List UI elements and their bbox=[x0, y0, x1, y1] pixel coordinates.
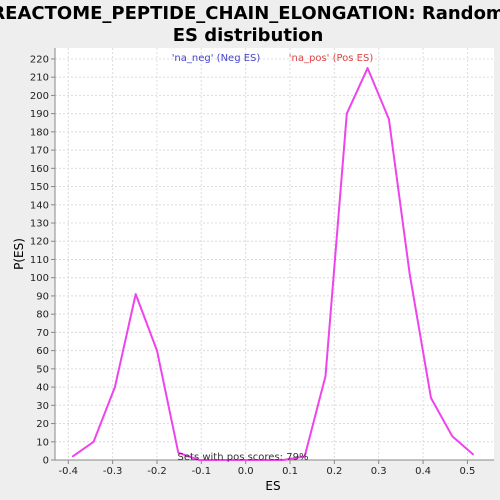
data-point bbox=[430, 397, 432, 399]
x-tick-label: 0.5 bbox=[459, 466, 475, 477]
y-tick-label: 220 bbox=[30, 54, 49, 65]
es-distribution-line bbox=[72, 67, 474, 461]
y-tick-label: 140 bbox=[30, 200, 49, 211]
data-point bbox=[240, 459, 243, 461]
y-tick-label: 120 bbox=[30, 237, 49, 248]
x-tick-label: -0.2 bbox=[147, 466, 167, 477]
y-tick-label: 160 bbox=[30, 164, 49, 175]
y-tick-label: 200 bbox=[30, 91, 49, 102]
y-axis-ticks: 0 10 20 30 40 50 60 70 80 90 100 110 120 130 140 150 160… bbox=[30, 54, 55, 467]
data-point bbox=[134, 293, 137, 295]
data-point bbox=[472, 453, 474, 456]
y-tick-label: 40 bbox=[36, 383, 49, 394]
data-point bbox=[71, 455, 74, 458]
y-tick-label: 110 bbox=[30, 255, 49, 266]
y-tick-label: 10 bbox=[36, 437, 49, 448]
x-axis-ticks: -0.4 -0.3 -0.2 -0.1 0.0 0.1 0.2 0.3 0.4 0.5 bbox=[59, 460, 475, 477]
data-point bbox=[388, 118, 390, 120]
x-tick-label: 0.4 bbox=[415, 466, 431, 477]
y-tick-label: 180 bbox=[30, 127, 49, 138]
y-tick-label: 80 bbox=[36, 310, 49, 321]
data-point bbox=[366, 67, 369, 69]
y-tick-label: 60 bbox=[36, 346, 49, 357]
x-tick-label: 0.1 bbox=[282, 466, 298, 477]
y-tick-label: 30 bbox=[36, 401, 49, 412]
y-tick-label: 210 bbox=[30, 73, 49, 84]
chart-title-line2: ES distribution bbox=[173, 25, 324, 46]
grid-lines bbox=[55, 48, 494, 460]
plot-area bbox=[55, 48, 494, 460]
data-point bbox=[198, 459, 200, 461]
x-tick-label: 0.0 bbox=[238, 466, 254, 477]
data-point bbox=[156, 349, 158, 352]
y-axis-label: P(ES) bbox=[12, 238, 26, 270]
data-point bbox=[282, 459, 285, 461]
y-tick-label: 130 bbox=[30, 219, 49, 230]
x-tick-label: -0.3 bbox=[103, 466, 123, 477]
y-tick-label: 50 bbox=[36, 364, 49, 375]
y-tick-label: 0 bbox=[43, 456, 49, 467]
y-tick-label: 150 bbox=[30, 182, 49, 193]
y-tick-label: 100 bbox=[30, 273, 49, 284]
x-tick-label: 0.2 bbox=[326, 466, 342, 477]
data-point bbox=[303, 455, 306, 458]
pos-score-annotation: Sets with pos scores: 79% bbox=[178, 452, 309, 463]
x-axis-label: ES bbox=[265, 479, 280, 493]
x-tick-label: -0.1 bbox=[192, 466, 212, 477]
x-tick-label: -0.4 bbox=[59, 466, 79, 477]
legend-neg-es: 'na_neg' (Neg ES) bbox=[172, 53, 261, 64]
x-tick-label: 0.3 bbox=[371, 466, 387, 477]
data-point bbox=[92, 440, 95, 443]
y-tick-label: 90 bbox=[36, 291, 49, 302]
data-point bbox=[219, 459, 221, 461]
data-point bbox=[177, 451, 180, 454]
y-tick-label: 170 bbox=[30, 146, 49, 157]
series-layer bbox=[71, 67, 474, 461]
legend-pos-es: 'na_pos' (Pos ES) bbox=[289, 53, 374, 64]
data-point bbox=[451, 435, 454, 438]
data-point bbox=[261, 459, 264, 461]
data-point bbox=[324, 375, 327, 377]
data-point bbox=[408, 273, 411, 275]
y-tick-label: 70 bbox=[36, 328, 49, 339]
y-tick-label: 20 bbox=[36, 419, 49, 430]
data-point bbox=[114, 386, 116, 388]
chart-title-line1: REACTOME_PEPTIDE_CHAIN_ELONGATION: Rando… bbox=[0, 3, 500, 24]
data-point bbox=[345, 112, 348, 115]
y-tick-label: 190 bbox=[30, 109, 49, 120]
